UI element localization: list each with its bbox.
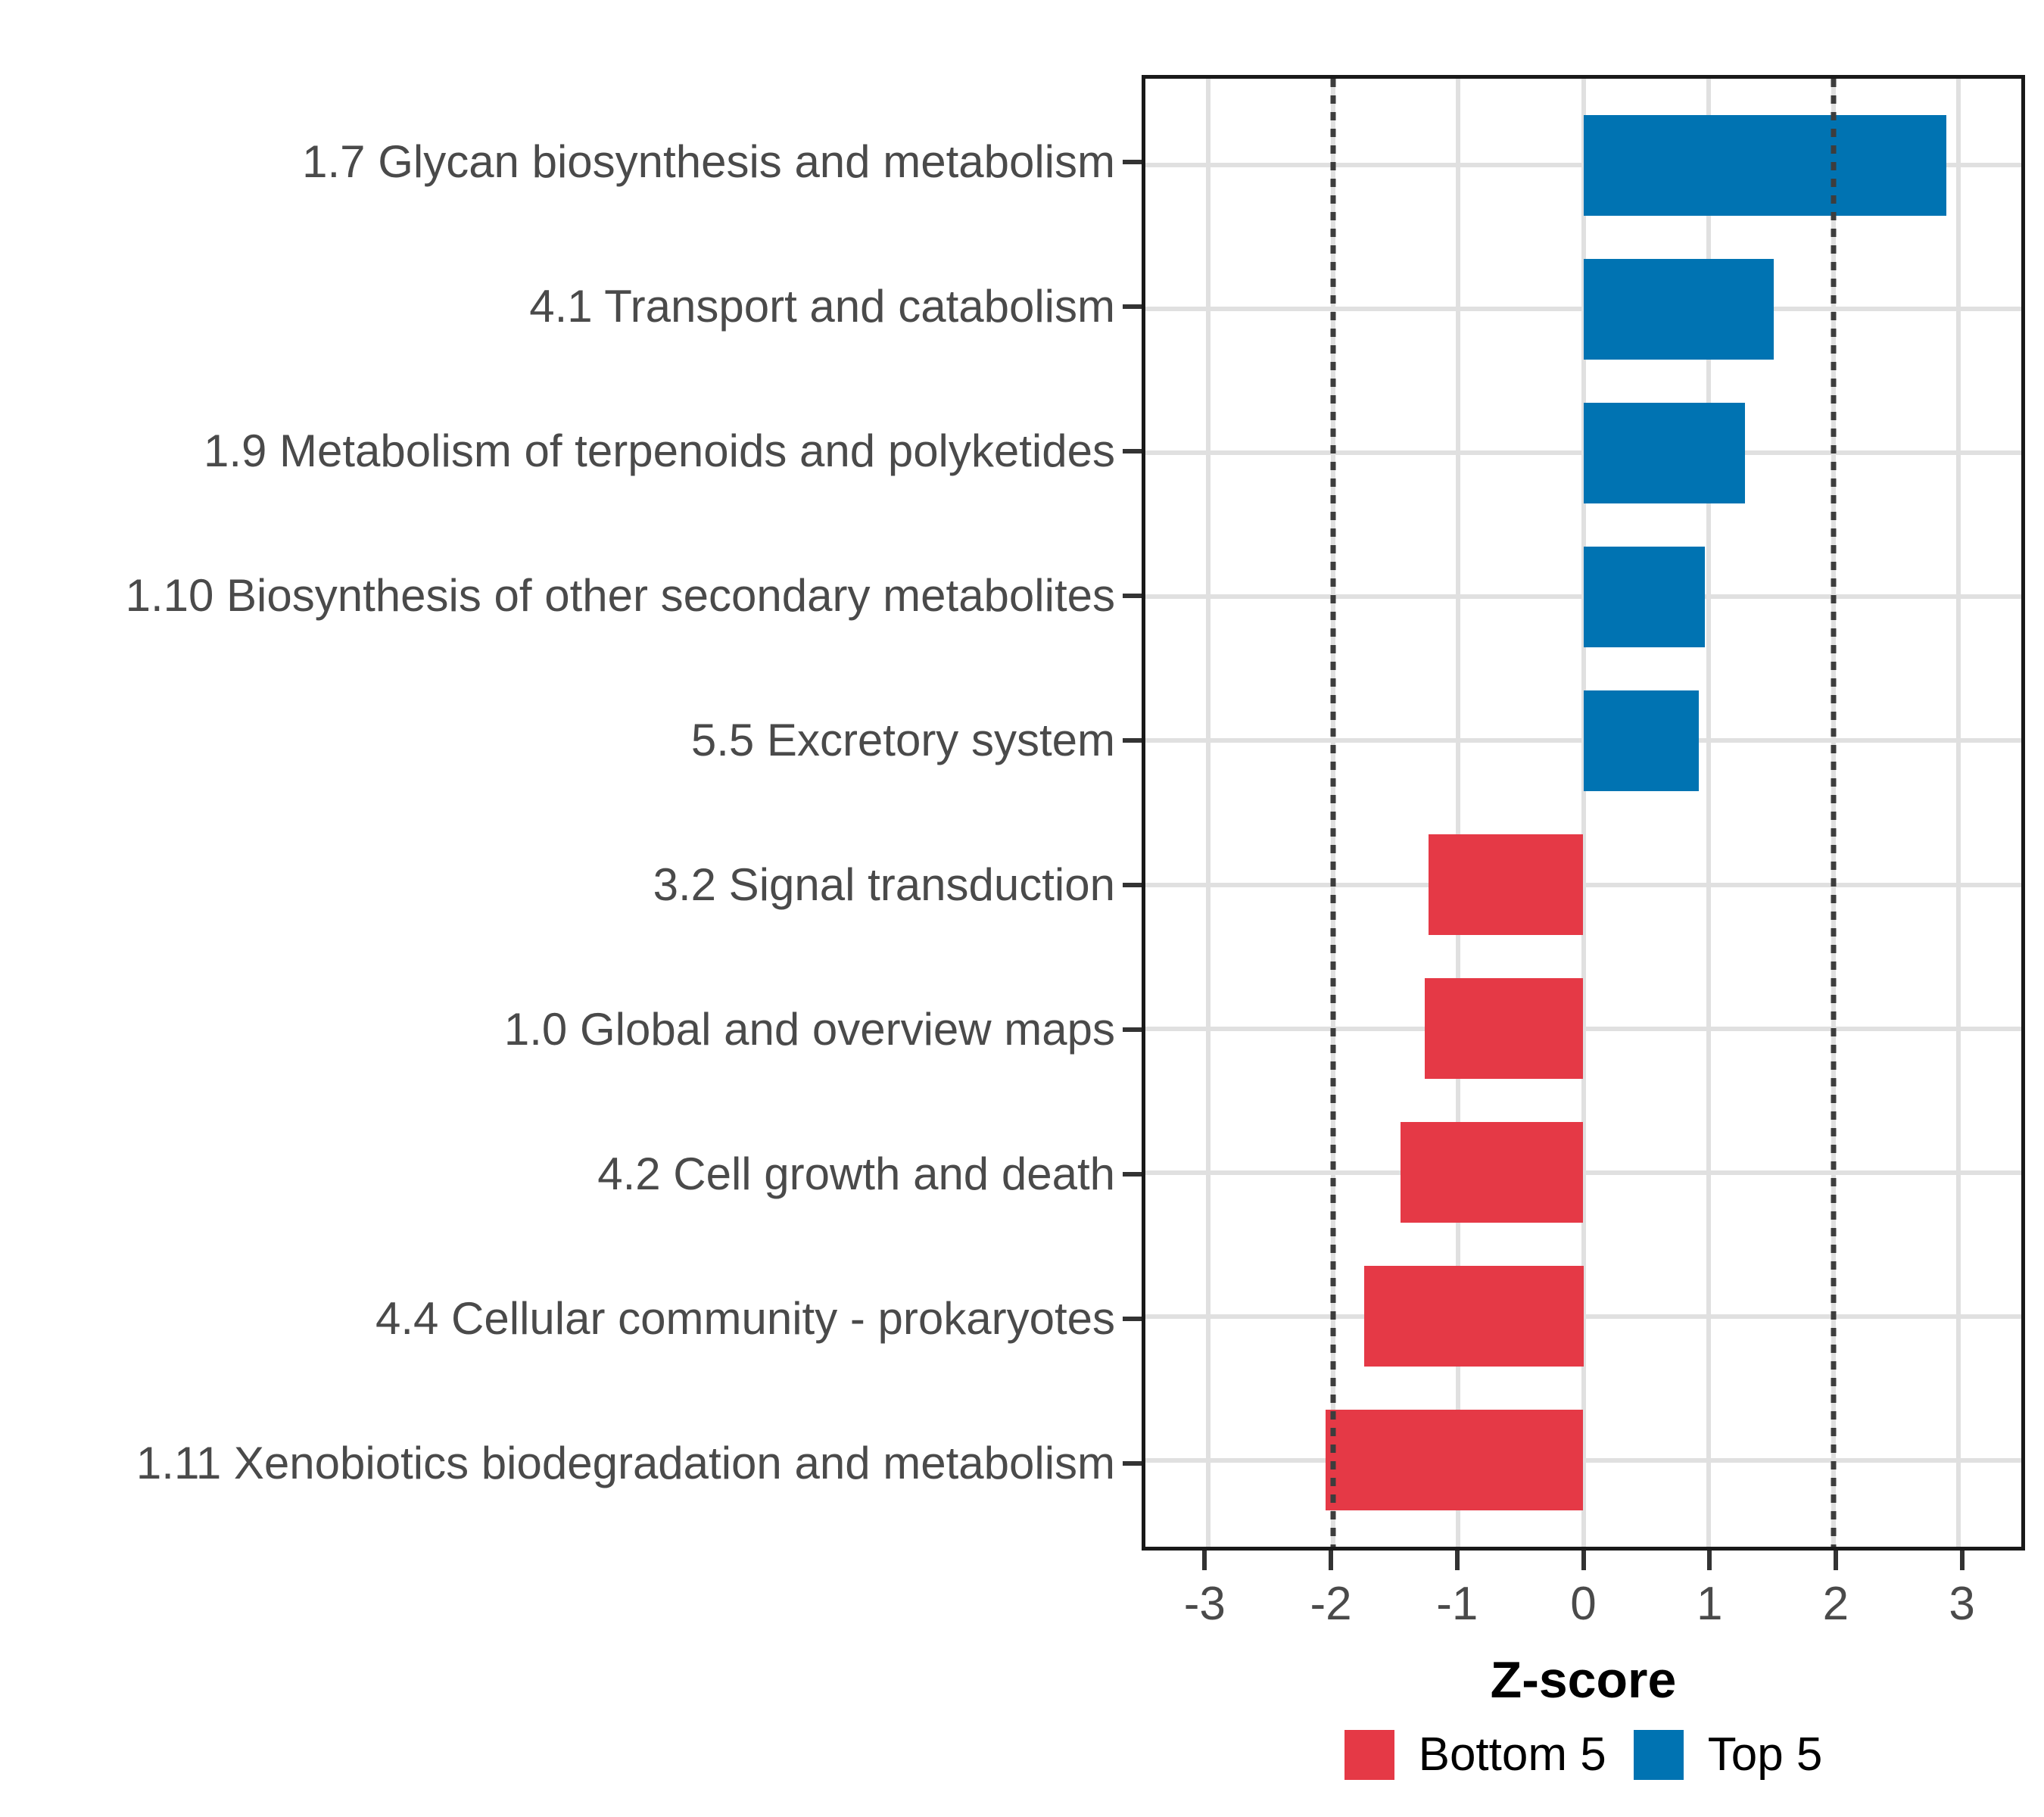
y-axis-ticks bbox=[1123, 75, 1142, 1551]
category-label: 1.7 Glycan biosynthesis and metabolism bbox=[302, 136, 1115, 187]
x-gridline bbox=[1581, 79, 1586, 1547]
bar-5 bbox=[1583, 690, 1699, 791]
legend: Bottom 5 Top 5 bbox=[1142, 1725, 2025, 1785]
y-tick bbox=[1123, 593, 1142, 598]
x-tick bbox=[1329, 1551, 1334, 1570]
bar-7 bbox=[1424, 978, 1584, 1080]
legend-label: Bottom 5 bbox=[1418, 1728, 1606, 1781]
legend-label: Top 5 bbox=[1707, 1728, 1823, 1781]
x-tick-label: 2 bbox=[1822, 1578, 1849, 1630]
bar-10 bbox=[1326, 1410, 1584, 1511]
reference-line bbox=[1330, 79, 1336, 1547]
y-tick bbox=[1123, 448, 1142, 453]
bar-4 bbox=[1583, 546, 1705, 647]
bar-1 bbox=[1583, 114, 1946, 216]
x-tick bbox=[1202, 1551, 1207, 1570]
x-gridline bbox=[1205, 79, 1211, 1547]
x-tick-label: 1 bbox=[1696, 1578, 1723, 1630]
y-axis-category-labels: 1.7 Glycan biosynthesis and metabolism 4.… bbox=[0, 75, 1123, 1551]
category-label: 1.11 Xenobiotics biodegradation and meta… bbox=[136, 1438, 1115, 1489]
x-gridline bbox=[1456, 79, 1461, 1547]
reference-line bbox=[1831, 79, 1837, 1547]
category-label: 1.9 Metabolism of terpenoids and polyket… bbox=[203, 425, 1115, 476]
y-tick bbox=[1123, 304, 1142, 309]
x-tick bbox=[1581, 1551, 1586, 1570]
y-tick bbox=[1123, 159, 1142, 164]
x-tick-label: -2 bbox=[1310, 1578, 1352, 1630]
x-gridline bbox=[1956, 79, 1961, 1547]
y-gridline bbox=[1145, 1026, 2021, 1031]
category-label: 1.0 Global and overview maps bbox=[503, 1004, 1115, 1055]
legend-item: Top 5 bbox=[1633, 1728, 1823, 1781]
legend-swatch bbox=[1633, 1730, 1684, 1780]
x-tick-label: -1 bbox=[1436, 1578, 1478, 1630]
y-gridline bbox=[1145, 1457, 2021, 1463]
x-tick-label: 0 bbox=[1570, 1578, 1597, 1630]
y-tick bbox=[1123, 883, 1142, 888]
x-axis-ticks bbox=[1142, 1551, 2025, 1570]
legend-swatch bbox=[1344, 1730, 1394, 1780]
y-tick bbox=[1123, 1027, 1142, 1033]
y-tick bbox=[1123, 1461, 1142, 1466]
x-tick bbox=[1833, 1551, 1838, 1570]
x-gridline bbox=[1706, 79, 1711, 1547]
y-gridline bbox=[1145, 1314, 2021, 1319]
x-tick-label: -3 bbox=[1183, 1578, 1226, 1630]
bar-8 bbox=[1401, 1122, 1584, 1223]
category-label: 5.5 Excretory system bbox=[690, 714, 1115, 765]
y-tick bbox=[1123, 1317, 1142, 1322]
x-tick bbox=[1454, 1551, 1460, 1570]
category-label: 4.2 Cell growth and death bbox=[597, 1148, 1115, 1200]
x-axis-title: Z-score bbox=[1490, 1651, 1677, 1709]
bar-6 bbox=[1428, 834, 1584, 936]
category-label: 4.1 Transport and catabolism bbox=[529, 280, 1115, 332]
category-label: 4.4 Cellular community - prokaryotes bbox=[375, 1293, 1115, 1345]
y-tick bbox=[1123, 1172, 1142, 1177]
x-tick-label: 3 bbox=[1949, 1578, 1975, 1630]
bar-2 bbox=[1583, 258, 1774, 360]
category-label: 3.2 Signal transduction bbox=[653, 859, 1115, 911]
y-gridline bbox=[1145, 882, 2021, 887]
bar-3 bbox=[1583, 402, 1745, 503]
bar-9 bbox=[1364, 1266, 1584, 1367]
plot-panel bbox=[1142, 75, 2025, 1551]
x-axis-tick-labels: -3 -2 -1 0 1 2 3 bbox=[1142, 1581, 2025, 1638]
y-tick bbox=[1123, 737, 1142, 743]
x-tick bbox=[1959, 1551, 1965, 1570]
category-label: 1.10 Biosynthesis of other secondary met… bbox=[125, 569, 1115, 621]
y-gridline bbox=[1145, 1170, 2021, 1175]
x-tick bbox=[1707, 1551, 1712, 1570]
legend-item: Bottom 5 bbox=[1344, 1730, 1606, 1780]
